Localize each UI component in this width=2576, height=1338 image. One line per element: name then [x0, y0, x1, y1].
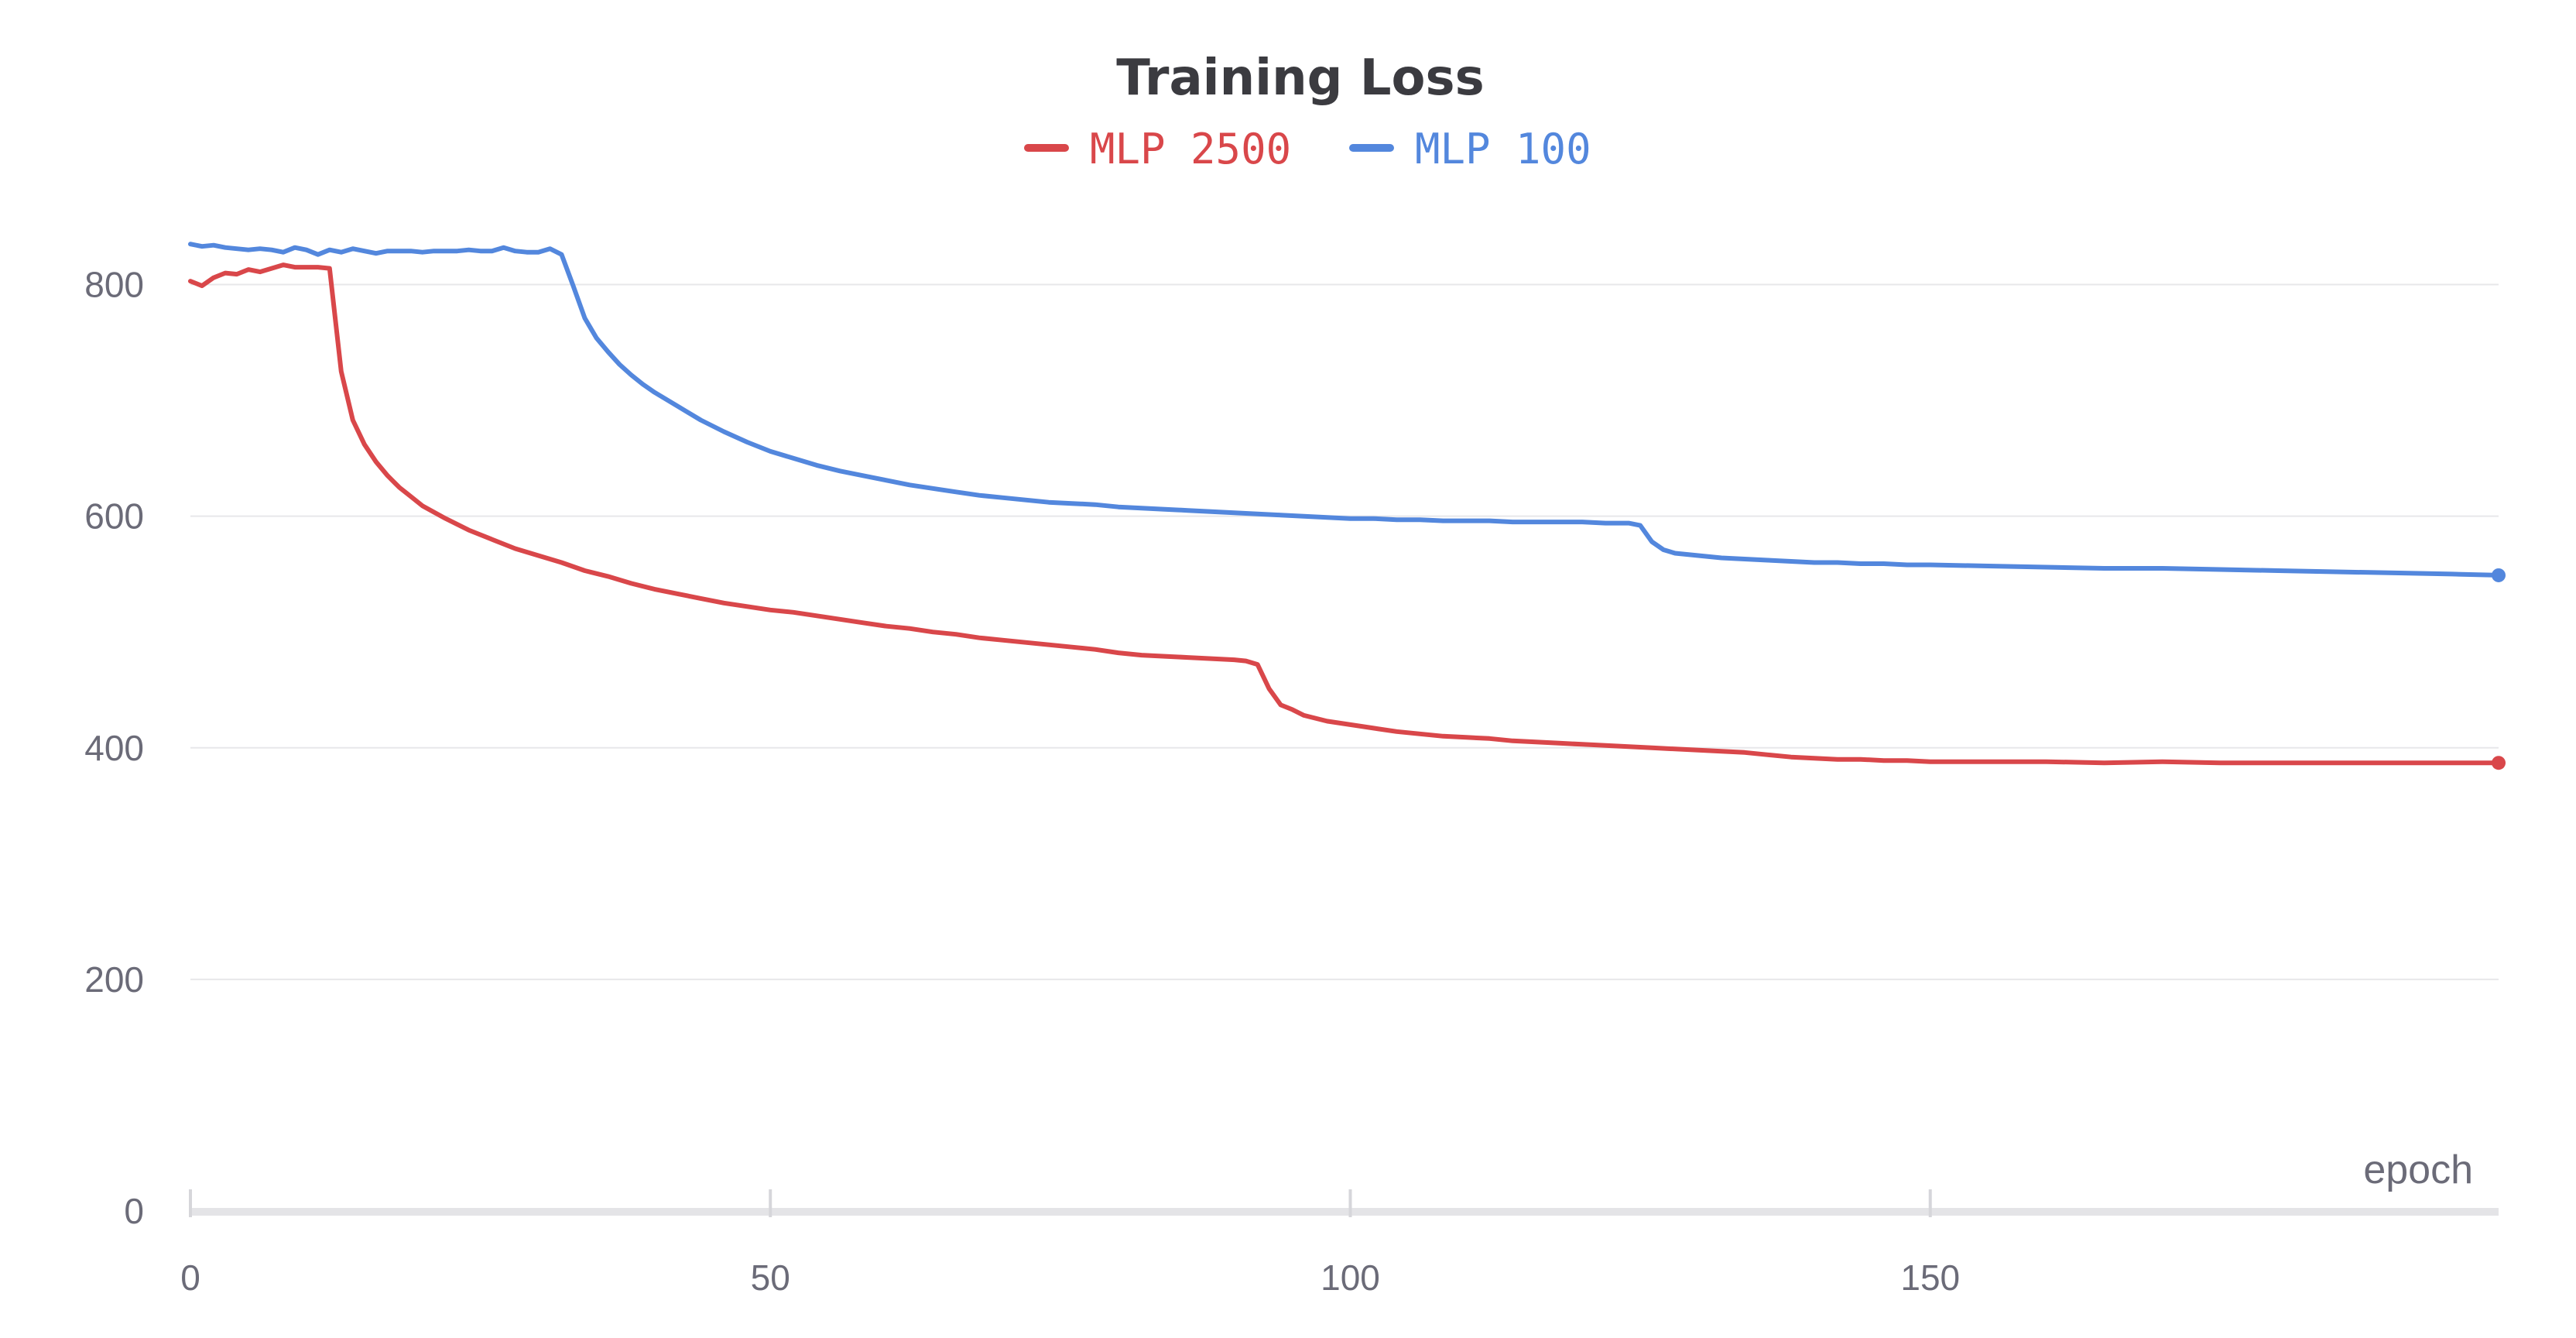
x-axis: 0 50 100 150	[180, 1189, 2499, 1298]
series-end-marker-mlp-100	[2492, 568, 2506, 582]
series-end-marker-mlp-2500	[2492, 756, 2506, 770]
y-tick-label-200: 200	[84, 959, 144, 1000]
x-axis-line	[190, 1208, 2499, 1216]
y-tick-label-600: 600	[84, 496, 144, 537]
gridlines	[190, 283, 2499, 980]
legend[interactable]: MLP 2500 MLP 100	[1024, 125, 1591, 173]
y-tick-label-800: 800	[84, 265, 144, 305]
x-tick-label-100: 100	[1321, 1257, 1380, 1298]
legend-item-mlp-2500[interactable]: MLP 2500	[1024, 125, 1291, 173]
x-tick-label-0: 0	[180, 1257, 200, 1298]
x-tick-label-150: 150	[1900, 1257, 1960, 1298]
y-axis: 0 200 400 600 800	[84, 265, 144, 1231]
series-line-mlp-100[interactable]	[188, 242, 2501, 578]
series-line-mlp-2500[interactable]	[188, 262, 2501, 766]
legend-label-mlp-2500: MLP 2500	[1090, 125, 1291, 173]
x-axis-title: epoch	[2363, 1148, 2473, 1192]
y-tick-label-0: 0	[124, 1191, 144, 1231]
legend-item-mlp-100[interactable]: MLP 100	[1349, 125, 1591, 173]
chart-title: Training Loss	[1116, 50, 1484, 107]
x-tick-label-50: 50	[751, 1257, 790, 1298]
series-lines	[188, 242, 2506, 770]
legend-label-mlp-100: MLP 100	[1415, 125, 1591, 173]
y-tick-label-400: 400	[84, 728, 144, 768]
